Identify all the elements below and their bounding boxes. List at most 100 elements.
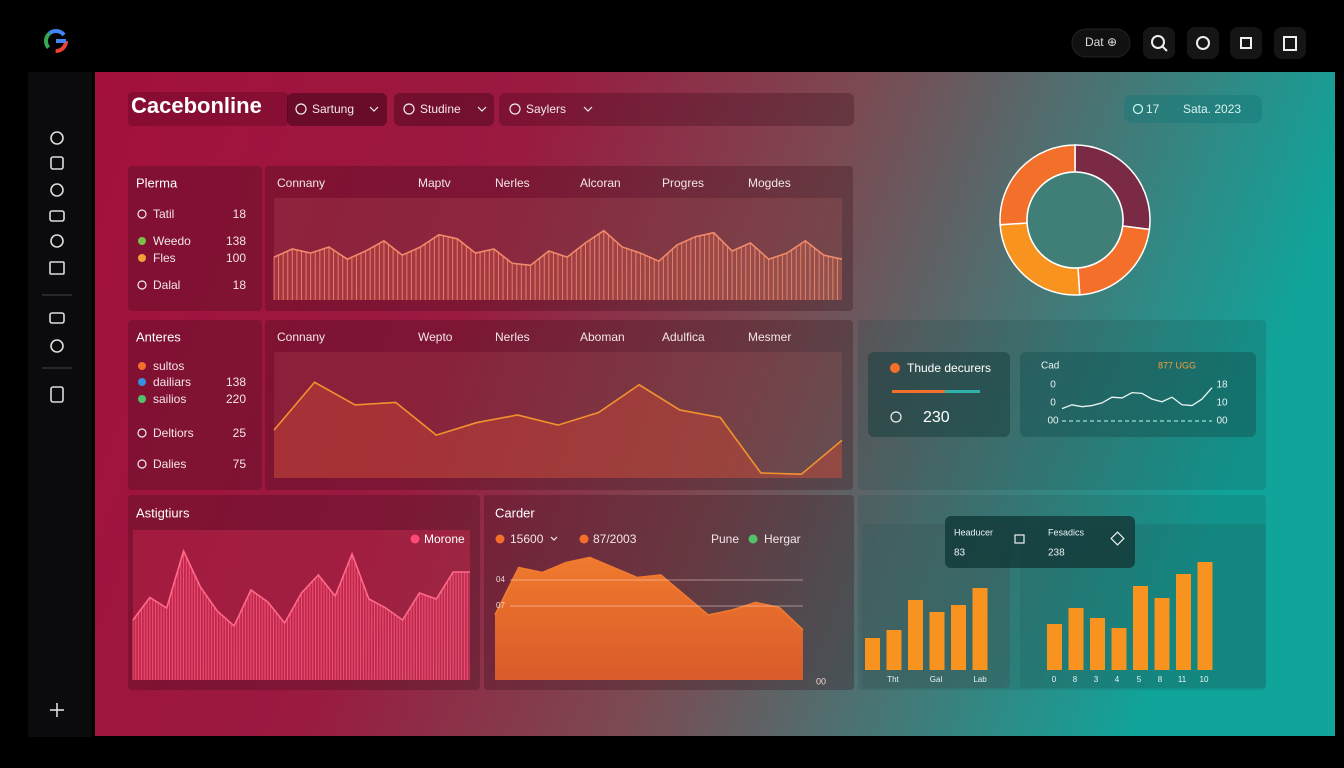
panel-title: Carder xyxy=(495,505,535,520)
badge-icon xyxy=(1132,103,1144,115)
top-button[interactable] xyxy=(1071,28,1131,58)
progress-bar xyxy=(892,390,945,393)
sidebar xyxy=(28,72,92,737)
bar xyxy=(1154,598,1170,670)
column-header: Maptv xyxy=(418,176,451,190)
nav-icon[interactable] xyxy=(50,183,64,197)
filter[interactable] xyxy=(394,93,494,126)
filter-label: Saylers xyxy=(526,102,566,116)
nav-icon[interactable] xyxy=(50,339,64,353)
x-tick-label: 3 xyxy=(1094,675,1099,684)
column-header: Alcoran xyxy=(580,176,621,190)
filter-label: Sartung xyxy=(312,102,354,116)
card-title: Cad xyxy=(1041,361,1059,372)
x-tick-label: Gal xyxy=(930,675,943,684)
card-note: 877 UGG xyxy=(1158,360,1196,370)
axis-label: 04 xyxy=(496,575,505,584)
nav-icon[interactable] xyxy=(49,261,65,275)
logo xyxy=(44,29,68,53)
stat-label: Fles xyxy=(153,251,176,265)
search-button[interactable] xyxy=(1143,27,1175,59)
bullet xyxy=(137,459,147,469)
filter[interactable] xyxy=(499,93,854,126)
nav-icon[interactable] xyxy=(50,156,64,170)
stat-label: Deltiors xyxy=(153,426,194,440)
popup-label: Headucer xyxy=(954,527,993,537)
nav-icon[interactable] xyxy=(49,312,65,324)
x-tick-label: Lab xyxy=(973,675,987,684)
stat-value: 220 xyxy=(226,392,246,406)
legend-label: Hergar xyxy=(764,532,801,546)
sparkline xyxy=(1061,387,1213,410)
bar xyxy=(1176,574,1191,670)
bar xyxy=(1197,562,1213,670)
bar xyxy=(908,600,923,670)
x-tick-label: Tht xyxy=(887,675,899,684)
calendar-button[interactable] xyxy=(1274,27,1306,59)
bar xyxy=(929,612,945,670)
area-fill xyxy=(274,382,842,478)
alert-button[interactable] xyxy=(1187,27,1219,59)
card-value: 230 xyxy=(923,409,950,426)
nav-icon[interactable] xyxy=(50,234,64,248)
popup-value: 238 xyxy=(1048,548,1065,559)
bar xyxy=(886,630,902,670)
x-tick-label: 4 xyxy=(1115,675,1120,684)
axis-label: 10 xyxy=(1216,398,1228,409)
filter-icon xyxy=(403,103,415,115)
sidebar-icons xyxy=(42,131,72,717)
nav-icon[interactable] xyxy=(50,131,64,145)
stat-value: 75 xyxy=(233,457,247,471)
legend-label: Morone xyxy=(424,532,465,546)
column-header: Mogdes xyxy=(748,176,791,190)
bar xyxy=(1133,586,1148,670)
app-title: Cacebonline xyxy=(131,93,262,118)
bar xyxy=(1047,624,1062,670)
bullet xyxy=(138,362,146,370)
column-header: Nerles xyxy=(495,176,530,190)
bullet xyxy=(137,280,147,290)
nav-icon[interactable] xyxy=(50,386,64,403)
axis-label: 0 xyxy=(1050,398,1056,409)
x-tick-label: 5 xyxy=(1137,675,1142,684)
axis-label: 07 xyxy=(496,601,505,610)
stat-label: Tatil xyxy=(153,207,174,221)
column-header: Wepto xyxy=(418,330,453,344)
chevron xyxy=(477,106,487,112)
popup-label: Fesadics xyxy=(1048,527,1085,537)
legend-dot xyxy=(890,363,900,373)
filter-icon xyxy=(295,103,307,115)
legend-label: 15600 xyxy=(510,532,544,546)
date: Sata. 2023 xyxy=(1183,102,1241,116)
legend-dot xyxy=(748,534,758,544)
area-fill xyxy=(495,557,803,680)
legend-label: Pune xyxy=(711,532,739,546)
series-line xyxy=(132,548,470,628)
legend-dot xyxy=(495,534,505,544)
bullet xyxy=(138,395,146,403)
series-line xyxy=(273,381,843,476)
stat-value: 25 xyxy=(233,426,247,440)
share-button[interactable] xyxy=(1230,27,1262,59)
bullet xyxy=(137,428,147,438)
series-line xyxy=(273,229,843,267)
nav-icon[interactable] xyxy=(49,210,65,222)
legend-dot xyxy=(410,534,420,544)
bar xyxy=(865,638,880,670)
stat-value: 100 xyxy=(226,251,246,265)
filter[interactable] xyxy=(287,93,387,126)
column-header: Adulfica xyxy=(662,330,705,344)
column-header: Nerles xyxy=(495,330,530,344)
popup-value: 83 xyxy=(954,548,966,559)
bar xyxy=(1068,608,1084,670)
stat-value: 138 xyxy=(226,234,246,248)
chevron xyxy=(583,106,593,112)
content: Cacebonline Sartung Studine Saylers Dat ⊕ 17 S… xyxy=(131,35,1241,686)
panel-title: Astigtiurs xyxy=(136,505,190,520)
stat-label: dailiars xyxy=(153,375,191,389)
bar xyxy=(1111,628,1127,670)
popup xyxy=(945,516,1135,568)
x-tick-label: 8 xyxy=(1073,675,1078,684)
